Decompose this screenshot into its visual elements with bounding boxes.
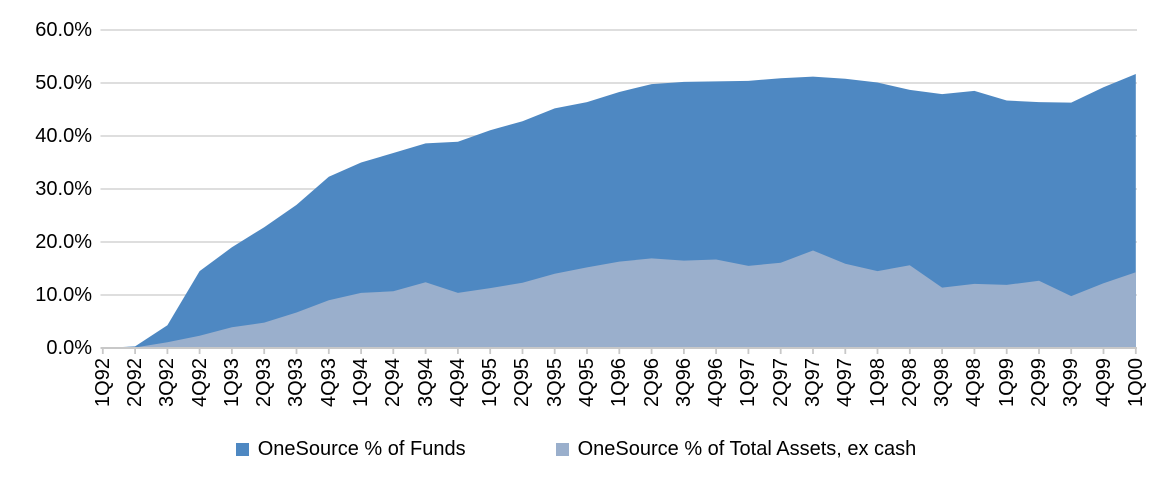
x-axis-label: 1Q98 [866, 358, 889, 407]
legend-label: OneSource % of Total Assets, ex cash [577, 438, 917, 460]
x-axis-label: 3Q97 [801, 358, 824, 407]
legend-swatch-icon [555, 443, 569, 456]
x-axis-label: 4Q99 [1092, 358, 1115, 407]
x-axis-label: 1Q94 [350, 358, 373, 407]
x-axis-label: 2Q94 [382, 358, 405, 407]
x-axis-label: 1Q93 [220, 358, 243, 407]
x-axis-label: 2Q95 [511, 358, 534, 407]
y-axis-label: 40.0% [35, 125, 92, 147]
x-axis-label: 2Q93 [253, 358, 276, 407]
x-axis-label: 4Q94 [446, 358, 469, 407]
x-axis-label: 1Q96 [608, 358, 631, 407]
x-axis-label: 4Q92 [188, 358, 211, 407]
legend-item: OneSource % of Funds [235, 438, 466, 461]
legend-item: OneSource % of Total Assets, ex cash [555, 438, 917, 461]
y-axis-label: 60.0% [35, 19, 92, 41]
x-axis-label: 3Q99 [1060, 358, 1083, 407]
x-axis-label: 3Q96 [672, 358, 695, 407]
x-axis-label: 4Q97 [834, 358, 857, 407]
x-axis-label: 3Q92 [156, 358, 179, 407]
x-axis-label: 2Q98 [898, 358, 921, 407]
x-axis-label: 3Q98 [931, 358, 954, 407]
x-axis-label: 2Q92 [124, 358, 147, 407]
x-axis-label: 4Q96 [705, 358, 728, 407]
x-axis-label: 1Q95 [479, 358, 502, 407]
x-axis-label: 1Q00 [1124, 358, 1147, 407]
x-axis-label: 3Q93 [285, 358, 308, 407]
x-axis-label: 2Q97 [769, 358, 792, 407]
x-axis-label: 3Q94 [414, 358, 437, 407]
x-axis-label: 1Q97 [737, 358, 760, 407]
y-axis-label: 30.0% [35, 178, 92, 200]
legend-label: OneSource % of Funds [257, 438, 466, 460]
x-axis-label: 1Q92 [91, 358, 114, 407]
y-axis-label: 0.0% [46, 337, 92, 359]
legend: OneSource % of Funds OneSource % of Total… [0, 438, 1152, 461]
x-axis-label: 1Q99 [995, 358, 1018, 407]
legend-swatch-icon [235, 443, 249, 456]
x-axis-label: 4Q93 [317, 358, 340, 407]
x-axis-label: 2Q99 [1027, 358, 1050, 407]
y-axis-label: 20.0% [35, 231, 92, 253]
x-axis-label: 4Q95 [576, 358, 599, 407]
x-axis-label: 4Q98 [963, 358, 986, 407]
x-axis-label: 2Q96 [640, 358, 663, 407]
y-axis-label: 50.0% [35, 72, 92, 94]
y-axis-label: 10.0% [35, 284, 92, 306]
x-axis-label: 3Q95 [543, 358, 566, 407]
